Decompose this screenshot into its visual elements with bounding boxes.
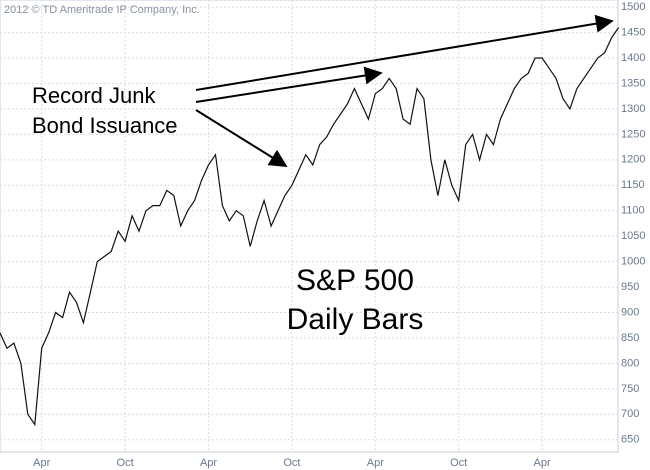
- plot-area: [0, 0, 619, 453]
- annotation: Bond Issuance: [32, 113, 178, 138]
- y-tick-label: 1200: [621, 154, 645, 166]
- y-tick-label: 1350: [621, 77, 645, 89]
- x-tick-label: Apr: [367, 457, 384, 469]
- y-tick-label: 1400: [621, 52, 645, 64]
- arrow: [195, 14, 614, 91]
- y-tick-label: 1500: [621, 1, 645, 13]
- y-tick-label: 1450: [621, 26, 645, 38]
- y-tick-label: 1250: [621, 128, 645, 140]
- x-tick-label: Apr: [200, 457, 217, 469]
- y-tick-label: 700: [621, 408, 639, 420]
- x-tick-label: Oct: [283, 457, 300, 469]
- y-tick-label: 1300: [621, 103, 645, 115]
- y-tick-label: 650: [621, 434, 639, 446]
- chart-title: S&P 500: [296, 264, 414, 297]
- copyright: 2012 © TD Ameritrade IP Company, Inc.: [4, 4, 200, 16]
- grid: [0, 0, 618, 452]
- x-tick-label: Apr: [534, 457, 551, 469]
- chart-title: Daily Bars: [287, 303, 424, 336]
- y-tick-label: 750: [621, 383, 639, 395]
- price-line: [0, 27, 620, 427]
- arrow: [195, 66, 383, 103]
- annotation: Record Junk: [32, 83, 157, 108]
- y-tick-label: 900: [621, 306, 639, 318]
- x-tick-label: Apr: [33, 457, 50, 469]
- y-tick-label: 1150: [621, 179, 645, 191]
- y-tick-label: 1050: [621, 230, 645, 242]
- x-tick-label: Oct: [450, 457, 467, 469]
- y-tick-label: 800: [621, 357, 639, 369]
- arrow: [195, 109, 288, 167]
- y-tick-label: 850: [621, 332, 639, 344]
- y-tick-label: 950: [621, 281, 639, 293]
- marks: [0, 27, 620, 427]
- y-tick-label: 1000: [621, 256, 645, 268]
- x-tick-label: Oct: [117, 457, 134, 469]
- y-tick-label: 1100: [621, 205, 645, 217]
